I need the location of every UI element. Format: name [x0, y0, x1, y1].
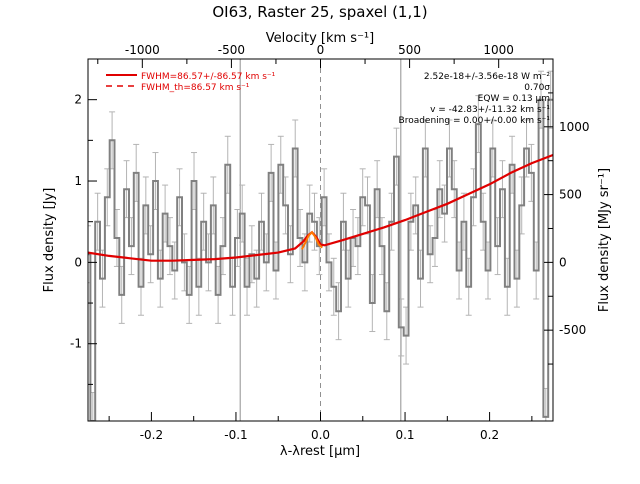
top-tick-label: -1000: [125, 43, 160, 57]
plot-area: [88, 59, 553, 421]
y-tick-label: 1: [74, 174, 82, 188]
annotation-sigma: 0.70σ: [524, 83, 550, 93]
annotation-eqw: EQW = 0.13 μm: [478, 94, 550, 104]
fit-annotations: 2.52e-18+/-3.56e-18 W m⁻² 0.70σ EQW = 0.…: [399, 72, 551, 126]
annotation-broadening: Broadening = 0.00+/-0.00 km s⁻¹: [399, 116, 551, 126]
annotation-velocity: v = -42.83+/-11.32 km s⁻¹: [430, 105, 550, 115]
x-tick-label: -0.2: [140, 428, 163, 442]
top-tick-label: 500: [398, 43, 421, 57]
legend: FWHM=86.57+/-86.57 km s⁻¹ FWHM_th=86.57 …: [106, 72, 276, 93]
y-tick-label: 0: [74, 255, 82, 269]
x-tick-label: 0.1: [395, 428, 414, 442]
x-tick-label: -0.1: [224, 428, 247, 442]
right-tick-label: 0: [559, 255, 567, 269]
top-tick-label: 1000: [483, 43, 514, 57]
annotation-flux: 2.52e-18+/-3.56e-18 W m⁻²: [424, 72, 551, 82]
y-axis-label-right: Flux density [MJy sr⁻¹]: [597, 168, 612, 312]
x-tick-label: 0.2: [480, 428, 499, 442]
y-tick-label: 2: [74, 93, 82, 107]
y-tick-label: -1: [70, 337, 82, 351]
right-tick-label: -500: [559, 323, 586, 337]
chart-title: OI63, Raster 25, spaxel (1,1): [212, 3, 427, 21]
legend-label-fwhm: FWHM=86.57+/-86.57 km s⁻¹: [141, 72, 276, 82]
x-axis-label: λ-λrest [μm]: [280, 444, 360, 459]
x-tick-label: 0.0: [311, 428, 330, 442]
top-tick-label: -500: [218, 43, 245, 57]
top-axis-label: Velocity [km s⁻¹]: [266, 31, 374, 46]
top-tick-label: 0: [317, 43, 325, 57]
right-tick-label: 1000: [559, 120, 590, 134]
right-tick-label: 500: [559, 188, 582, 202]
y-axis-label-left: Flux density [Jy]: [42, 188, 57, 293]
legend-label-fwhm-th: FWHM_th=86.57 km s⁻¹: [141, 83, 250, 93]
line-component-series: [301, 230, 323, 250]
